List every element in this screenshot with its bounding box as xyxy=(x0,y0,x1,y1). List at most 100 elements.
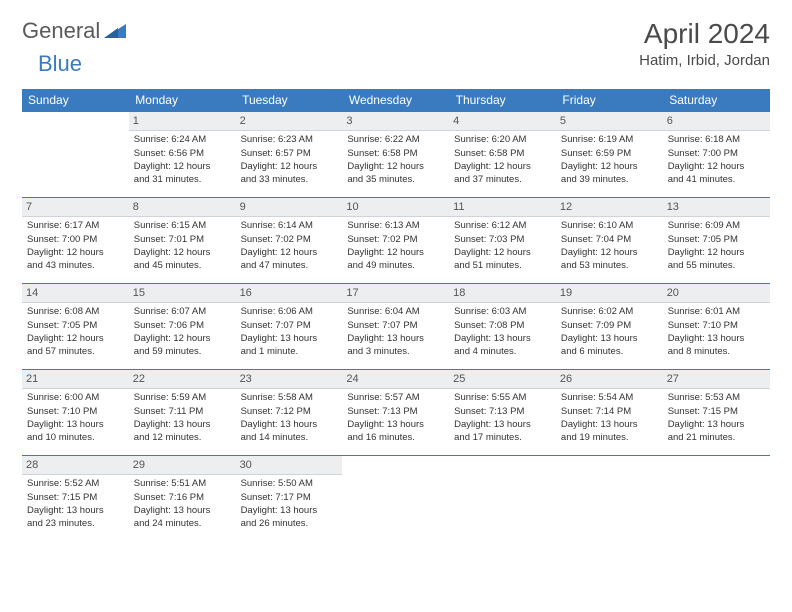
sunrise-text: Sunrise: 6:08 AM xyxy=(27,306,124,318)
sunset-text: Sunset: 7:05 PM xyxy=(27,320,124,332)
sunrise-text: Sunrise: 5:53 AM xyxy=(668,392,765,404)
sunrise-text: Sunrise: 5:57 AM xyxy=(347,392,444,404)
calendar-week-row: 7Sunrise: 6:17 AMSunset: 7:00 PMDaylight… xyxy=(22,198,770,284)
day-number: 8 xyxy=(129,198,236,217)
sunset-text: Sunset: 7:00 PM xyxy=(27,234,124,246)
calendar-day-cell: 21Sunrise: 6:00 AMSunset: 7:10 PMDayligh… xyxy=(22,370,129,456)
calendar-day-cell: 3Sunrise: 6:22 AMSunset: 6:58 PMDaylight… xyxy=(342,112,449,198)
sunset-text: Sunset: 7:13 PM xyxy=(347,406,444,418)
sunrise-text: Sunrise: 6:07 AM xyxy=(134,306,231,318)
daylight-text: Daylight: 13 hours xyxy=(454,333,551,345)
calendar-day-cell xyxy=(556,456,663,542)
daylight-text: Daylight: 13 hours xyxy=(241,419,338,431)
logo: General xyxy=(22,18,126,44)
calendar-day-cell: 2Sunrise: 6:23 AMSunset: 6:57 PMDaylight… xyxy=(236,112,343,198)
calendar-body: 1Sunrise: 6:24 AMSunset: 6:56 PMDaylight… xyxy=(22,112,770,542)
daylight-text: and 26 minutes. xyxy=(241,518,338,530)
daylight-text: Daylight: 12 hours xyxy=(454,161,551,173)
logo-text-general: General xyxy=(22,18,100,44)
sunset-text: Sunset: 7:04 PM xyxy=(561,234,658,246)
daylight-text: Daylight: 13 hours xyxy=(27,505,124,517)
sunset-text: Sunset: 7:07 PM xyxy=(241,320,338,332)
sunrise-text: Sunrise: 6:10 AM xyxy=(561,220,658,232)
day-number: 23 xyxy=(236,370,343,389)
daylight-text: Daylight: 13 hours xyxy=(241,505,338,517)
daylight-text: and 14 minutes. xyxy=(241,432,338,444)
day-number: 19 xyxy=(556,284,663,303)
daylight-text: and 39 minutes. xyxy=(561,174,658,186)
daylight-text: Daylight: 13 hours xyxy=(347,333,444,345)
month-title: April 2024 xyxy=(639,18,770,50)
calendar-day-cell: 28Sunrise: 5:52 AMSunset: 7:15 PMDayligh… xyxy=(22,456,129,542)
daylight-text: and 41 minutes. xyxy=(668,174,765,186)
daylight-text: Daylight: 13 hours xyxy=(561,419,658,431)
calendar-day-cell: 8Sunrise: 6:15 AMSunset: 7:01 PMDaylight… xyxy=(129,198,236,284)
day-number: 13 xyxy=(663,198,770,217)
daylight-text: and 4 minutes. xyxy=(454,346,551,358)
day-number: 7 xyxy=(22,198,129,217)
calendar-day-cell: 1Sunrise: 6:24 AMSunset: 6:56 PMDaylight… xyxy=(129,112,236,198)
location-subtitle: Hatim, Irbid, Jordan xyxy=(639,52,770,69)
daylight-text: Daylight: 13 hours xyxy=(134,505,231,517)
day-number: 28 xyxy=(22,456,129,475)
sunrise-text: Sunrise: 5:55 AM xyxy=(454,392,551,404)
calendar-day-cell: 14Sunrise: 6:08 AMSunset: 7:05 PMDayligh… xyxy=(22,284,129,370)
day-number: 2 xyxy=(236,112,343,131)
daylight-text: Daylight: 12 hours xyxy=(241,161,338,173)
calendar-day-cell xyxy=(22,112,129,198)
sunrise-text: Sunrise: 5:52 AM xyxy=(27,478,124,490)
sunset-text: Sunset: 6:57 PM xyxy=(241,148,338,160)
day-number: 21 xyxy=(22,370,129,389)
day-number: 6 xyxy=(663,112,770,131)
sunrise-text: Sunrise: 6:24 AM xyxy=(134,134,231,146)
daylight-text: Daylight: 12 hours xyxy=(668,247,765,259)
sunset-text: Sunset: 7:15 PM xyxy=(668,406,765,418)
sunrise-text: Sunrise: 6:13 AM xyxy=(347,220,444,232)
day-number: 9 xyxy=(236,198,343,217)
sunrise-text: Sunrise: 6:02 AM xyxy=(561,306,658,318)
daylight-text: Daylight: 13 hours xyxy=(27,419,124,431)
calendar-day-cell: 16Sunrise: 6:06 AMSunset: 7:07 PMDayligh… xyxy=(236,284,343,370)
sunset-text: Sunset: 7:11 PM xyxy=(134,406,231,418)
sunset-text: Sunset: 7:02 PM xyxy=(241,234,338,246)
daylight-text: and 10 minutes. xyxy=(27,432,124,444)
daylight-text: Daylight: 12 hours xyxy=(668,161,765,173)
daylight-text: Daylight: 12 hours xyxy=(134,247,231,259)
sunrise-text: Sunrise: 6:00 AM xyxy=(27,392,124,404)
sunset-text: Sunset: 7:05 PM xyxy=(668,234,765,246)
calendar-header-row: SundayMondayTuesdayWednesdayThursdayFrid… xyxy=(22,89,770,112)
calendar-week-row: 1Sunrise: 6:24 AMSunset: 6:56 PMDaylight… xyxy=(22,112,770,198)
daylight-text: and 59 minutes. xyxy=(134,346,231,358)
sunrise-text: Sunrise: 5:54 AM xyxy=(561,392,658,404)
calendar-day-cell: 6Sunrise: 6:18 AMSunset: 7:00 PMDaylight… xyxy=(663,112,770,198)
sunset-text: Sunset: 7:10 PM xyxy=(668,320,765,332)
day-number: 11 xyxy=(449,198,556,217)
daylight-text: and 17 minutes. xyxy=(454,432,551,444)
daylight-text: and 6 minutes. xyxy=(561,346,658,358)
day-number: 10 xyxy=(342,198,449,217)
daylight-text: and 35 minutes. xyxy=(347,174,444,186)
sunrise-text: Sunrise: 5:59 AM xyxy=(134,392,231,404)
day-number: 25 xyxy=(449,370,556,389)
sunset-text: Sunset: 7:13 PM xyxy=(454,406,551,418)
daylight-text: and 23 minutes. xyxy=(27,518,124,530)
day-number: 4 xyxy=(449,112,556,131)
daylight-text: Daylight: 13 hours xyxy=(134,419,231,431)
daylight-text: Daylight: 12 hours xyxy=(27,333,124,345)
sunrise-text: Sunrise: 6:03 AM xyxy=(454,306,551,318)
daylight-text: and 8 minutes. xyxy=(668,346,765,358)
calendar-day-cell: 4Sunrise: 6:20 AMSunset: 6:58 PMDaylight… xyxy=(449,112,556,198)
daylight-text: and 57 minutes. xyxy=(27,346,124,358)
day-header: Tuesday xyxy=(236,89,343,112)
daylight-text: and 49 minutes. xyxy=(347,260,444,272)
calendar-day-cell: 5Sunrise: 6:19 AMSunset: 6:59 PMDaylight… xyxy=(556,112,663,198)
day-header: Sunday xyxy=(22,89,129,112)
day-header: Saturday xyxy=(663,89,770,112)
title-block: April 2024 Hatim, Irbid, Jordan xyxy=(639,18,770,69)
calendar-day-cell: 15Sunrise: 6:07 AMSunset: 7:06 PMDayligh… xyxy=(129,284,236,370)
daylight-text: and 45 minutes. xyxy=(134,260,231,272)
sunrise-text: Sunrise: 5:51 AM xyxy=(134,478,231,490)
sunset-text: Sunset: 7:06 PM xyxy=(134,320,231,332)
day-number: 12 xyxy=(556,198,663,217)
sunrise-text: Sunrise: 5:58 AM xyxy=(241,392,338,404)
